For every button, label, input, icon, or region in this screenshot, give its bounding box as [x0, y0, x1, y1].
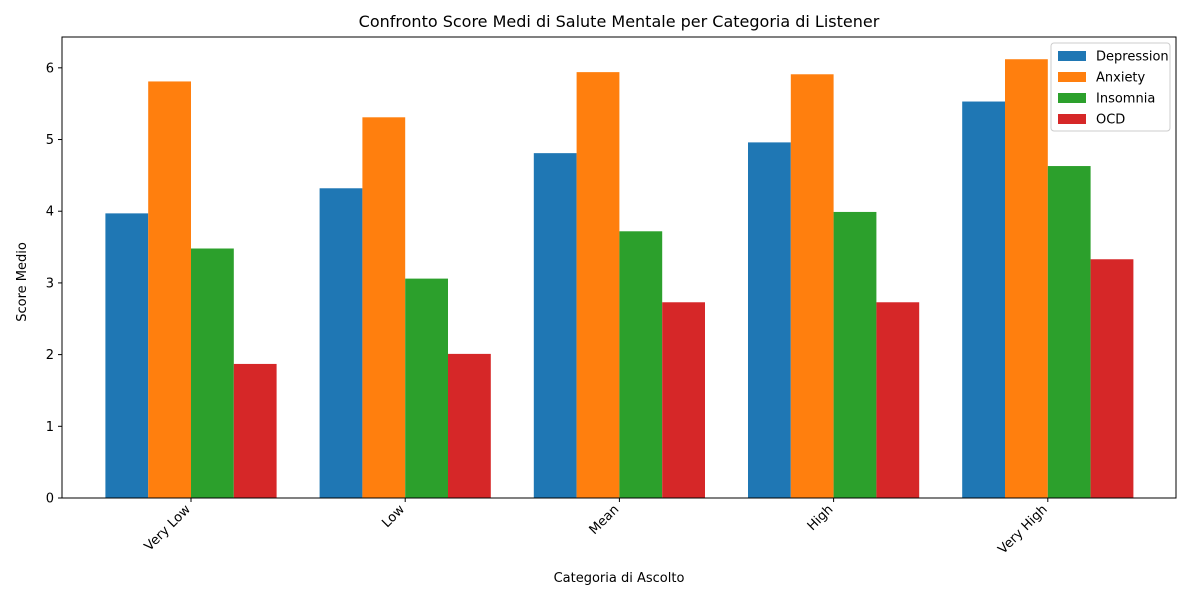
x-tick-label: Very Low	[142, 502, 194, 554]
bar-depression-very-low	[105, 213, 149, 498]
bar-depression-mean	[533, 153, 577, 498]
bar-ocd-high	[876, 302, 920, 498]
legend-swatch	[1058, 93, 1086, 103]
bar-anxiety-very-high	[1005, 59, 1048, 498]
bar-ocd-low	[448, 353, 491, 498]
x-tick-label: Very High	[996, 502, 1051, 557]
bar-anxiety-mean	[576, 72, 620, 498]
y-tick-label: 3	[46, 276, 54, 291]
y-tick-label: 1	[46, 420, 54, 435]
bar-insomnia-very-low	[191, 248, 234, 498]
legend: Depression Anxiety Insomnia OCD	[1050, 42, 1171, 132]
bars-group	[105, 59, 1134, 499]
bar-anxiety-low	[362, 117, 406, 499]
legend-label: Anxiety	[1096, 71, 1146, 86]
legend-swatch	[1058, 114, 1086, 124]
x-tick-label: Low	[379, 502, 408, 531]
x-tick-label: High	[805, 502, 837, 534]
legend-box	[1050, 42, 1171, 132]
bar-ocd-very-low	[233, 363, 277, 498]
bar-ocd-mean	[662, 302, 705, 498]
y-tick-label: 4	[46, 205, 54, 220]
y-tick-label: 5	[46, 133, 54, 148]
y-tick-label: 0	[46, 492, 54, 507]
chart-title: Confronto Score Medi di Salute Mentale p…	[359, 12, 880, 31]
bar-depression-low	[319, 188, 363, 498]
bar-anxiety-high	[790, 74, 834, 498]
x-tick-label: Mean	[587, 502, 623, 538]
bar-insomnia-very-high	[1047, 166, 1091, 499]
bar-ocd-very-high	[1090, 259, 1134, 498]
bar-insomnia-mean	[619, 231, 663, 499]
legend-swatch	[1058, 72, 1086, 82]
bar-depression-very-high	[962, 101, 1005, 498]
bar-depression-high	[748, 142, 791, 498]
x-axis-label: Categoria di Ascolto	[554, 571, 685, 586]
legend-label: Insomnia	[1096, 92, 1155, 107]
bar-insomnia-high	[833, 211, 877, 498]
bar-insomnia-low	[405, 278, 448, 498]
legend-label: Depression	[1096, 50, 1169, 65]
y-axis-label: Score Medio	[15, 242, 30, 322]
y-tick-label: 2	[46, 348, 54, 363]
bar-anxiety-very-low	[148, 81, 191, 498]
legend-swatch	[1058, 51, 1086, 61]
y-tick-label: 6	[46, 61, 54, 76]
legend-label: OCD	[1096, 113, 1125, 128]
